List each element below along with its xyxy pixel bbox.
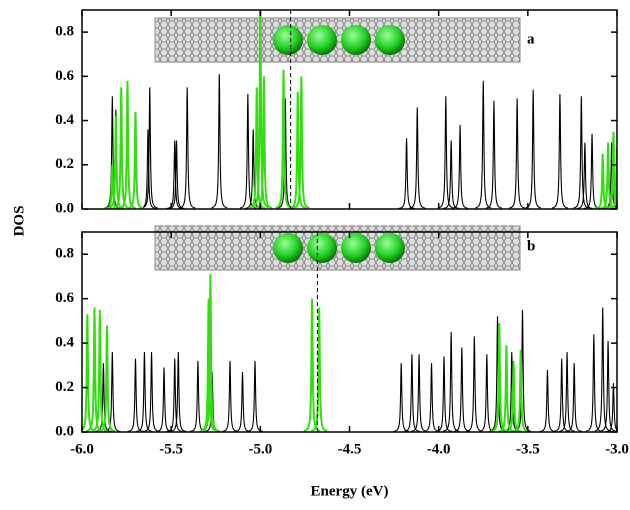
x-tick-label: -4.5 — [338, 441, 362, 457]
dos-peak — [437, 96, 454, 209]
y-tick-label: 0.4 — [55, 335, 74, 351]
plot-area — [104, 10, 617, 209]
dos-peak — [143, 351, 160, 432]
x-tick-label: -5.5 — [159, 441, 183, 457]
dos-peak — [127, 358, 144, 432]
dos-peak — [141, 87, 158, 209]
dos-peak — [166, 358, 183, 432]
dos-peak — [170, 351, 187, 432]
y-tick-label: 0.0 — [55, 423, 74, 439]
dos-peak — [505, 360, 522, 432]
dos-peak — [585, 334, 602, 432]
dos-peak — [576, 142, 594, 209]
dos-peak — [605, 131, 617, 209]
dos-peak — [275, 69, 292, 209]
dos-peak — [95, 363, 112, 432]
nanotube-b — [154, 225, 521, 271]
dos-peak — [289, 91, 307, 209]
dos-peak — [246, 360, 264, 432]
dos-peak — [539, 369, 556, 432]
y-tick-label: 0.6 — [55, 68, 74, 84]
dos-peak — [553, 358, 570, 432]
dos-peak — [393, 363, 410, 432]
dos-peak — [423, 363, 440, 432]
dos-peak — [189, 360, 207, 432]
dos-peak — [155, 367, 173, 432]
dos-peak — [573, 96, 590, 209]
dos-peak — [478, 354, 495, 432]
dos-peak — [310, 307, 328, 432]
x-axis-label: Energy (eV) — [311, 483, 389, 499]
dos-peak — [498, 345, 515, 432]
dos-peak — [443, 140, 460, 209]
dos-peak — [566, 363, 583, 432]
dos-peak — [98, 325, 116, 432]
y-tick-label: 0.2 — [55, 379, 74, 395]
dos-peak — [594, 307, 611, 432]
y-axis-label: DOS — [11, 206, 27, 237]
dos-peak — [485, 100, 503, 209]
dos-peak — [119, 80, 136, 209]
dos-peak — [221, 360, 239, 432]
dos-peak — [234, 371, 251, 432]
plot-area — [82, 274, 617, 432]
dos-peak — [293, 76, 310, 209]
x-tick-label: -3.5 — [516, 441, 540, 457]
dos-peak — [605, 383, 617, 432]
y-tick-label: 0.6 — [55, 290, 74, 306]
dos-peak — [475, 80, 492, 209]
dos-peak — [508, 98, 526, 209]
dos-peak — [551, 94, 569, 209]
dos-peak — [599, 340, 617, 432]
y-tick-label: 0.8 — [55, 246, 74, 262]
dos-peak — [403, 354, 421, 432]
dos-peak — [91, 309, 109, 432]
dos-peak — [211, 74, 228, 209]
dos-peak — [248, 87, 266, 209]
x-tick-label: -3.0 — [605, 441, 629, 457]
dos-peak — [491, 323, 508, 432]
dos-peak — [398, 138, 415, 209]
dos-peak — [558, 351, 576, 432]
dos-peak — [453, 347, 470, 432]
x-tick-label: -4.0 — [427, 441, 451, 457]
dos-peak — [104, 164, 121, 209]
dos-peak — [451, 124, 469, 209]
dos-peak — [410, 354, 428, 432]
dos-peak — [104, 96, 121, 209]
x-tick-label: -5.0 — [248, 441, 272, 457]
dos-peak — [136, 351, 153, 432]
panel-label: a — [527, 31, 535, 47]
y-tick-label: 0.2 — [55, 156, 74, 172]
dos-peak — [127, 111, 144, 209]
dos-peak — [202, 274, 219, 432]
dos-peak — [608, 147, 617, 209]
dos-peak — [86, 307, 103, 432]
dos-peak — [409, 107, 426, 209]
dos-peak — [255, 76, 273, 209]
dos-peak — [525, 89, 542, 209]
dos-peak — [179, 87, 196, 209]
panel-label: b — [527, 238, 535, 254]
y-tick-label: 0.4 — [55, 112, 74, 128]
dos-peak — [466, 336, 483, 432]
x-tick-label: -6.0 — [70, 441, 94, 457]
dos-peak — [512, 349, 529, 432]
y-tick-label: 0.0 — [55, 200, 74, 216]
dos-peak — [112, 87, 130, 209]
y-tick-label: 0.8 — [55, 24, 74, 40]
nanotube-a — [154, 17, 521, 63]
dos-peak — [251, 10, 269, 209]
